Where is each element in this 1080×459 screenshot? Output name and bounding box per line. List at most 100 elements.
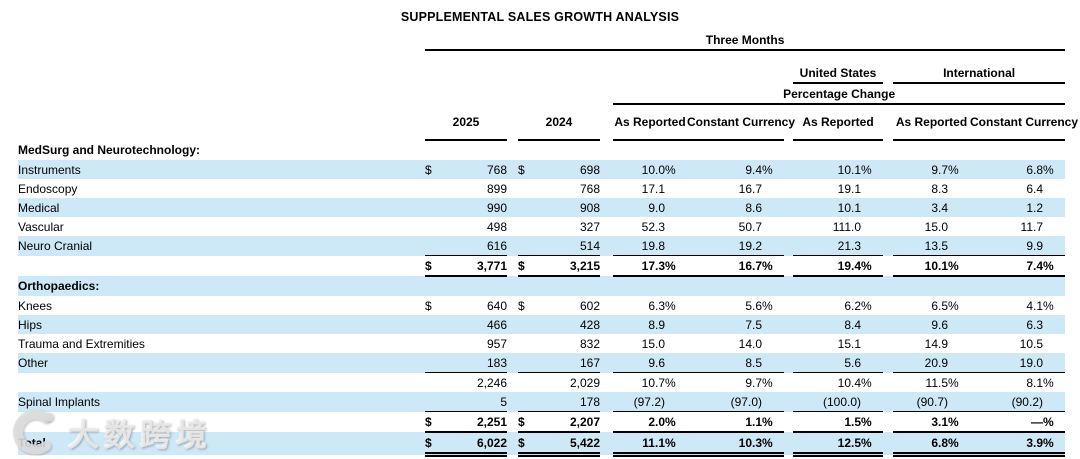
value-2025: 990: [445, 198, 507, 217]
spacer: [883, 236, 893, 256]
value-constant-currency-intl: 6.4: [1026, 181, 1043, 196]
spacer: [600, 296, 613, 315]
dollar-sign-2024: $: [518, 255, 538, 277]
value-2024: 178: [538, 392, 600, 412]
spacer: [507, 412, 518, 433]
pct-sign: %: [762, 375, 773, 390]
spacer: [600, 179, 613, 198]
value-as-reported-us: [793, 140, 861, 160]
dollar-sign-2025: [425, 198, 445, 217]
dollar-sign-2025: $: [425, 255, 445, 277]
table-row: Knees $640 $602 6.3% 5.6% 6.2% 6.5% 4.1%: [18, 296, 1065, 315]
dollar-sign-2025: [425, 236, 445, 256]
column-header-constant-currency-consolidated: Constant Currency: [687, 104, 795, 141]
dollar-sign-2025: $: [425, 298, 432, 313]
spacer: [883, 353, 893, 373]
value-2024: 5,422: [538, 432, 600, 457]
spacer: [883, 412, 893, 433]
dollar-sign-2024: $: [518, 298, 525, 313]
subtotal-row: $2,251 $2,207 2.0% 1.1% 1.5% 3.1% —%: [18, 411, 1066, 433]
dollar-sign-2024: $: [518, 160, 538, 179]
value-constant-currency-consolidated: 5.6: [745, 298, 762, 313]
value-2024: 3,215: [538, 255, 600, 277]
section-header-row: MedSurg and Neurotechnology:: [18, 140, 1065, 160]
value-as-reported-intl: 11.5: [925, 375, 948, 390]
pct-sign: %: [762, 411, 784, 433]
table-row: Other 183 167 9.6 8.5 5.6 20.9 19.0: [18, 353, 1066, 373]
spacer: [883, 198, 893, 217]
spacer: [784, 276, 793, 296]
value-constant-currency-consolidated: 7.5: [687, 315, 762, 334]
value-constant-currency-intl: 4.1: [1026, 298, 1043, 313]
spacer: [784, 217, 793, 236]
value-as-reported-consolidated: 19.8: [613, 236, 665, 256]
pct-sign: [762, 315, 784, 334]
spacer: [600, 353, 613, 373]
empty-cell: [883, 63, 893, 83]
pct-sign: [1043, 334, 1065, 353]
pct-sign: [948, 315, 970, 334]
pct-sign: %: [861, 432, 883, 457]
value-as-reported-intl: 13.5: [893, 236, 948, 256]
value-as-reported-consolidated: [613, 140, 665, 160]
pct-sign: [762, 198, 784, 217]
column-header-2025: 2025: [425, 104, 507, 141]
value-2025: 5: [445, 392, 507, 412]
row-label: Other: [18, 353, 425, 373]
spacer: [600, 256, 613, 277]
value-2024: 768: [579, 181, 600, 196]
value-constant-currency-intl: 3.9: [970, 432, 1043, 457]
spacer: [507, 296, 518, 315]
value-as-reported-us: 10.1: [793, 198, 861, 217]
spacer: [507, 334, 518, 353]
value-2025: [445, 140, 507, 160]
dollar-sign-2025: $: [425, 411, 445, 433]
dollar-sign-2024: $: [518, 432, 538, 457]
value-as-reported-us: 1.5: [793, 411, 861, 433]
value-2024: 167: [538, 353, 600, 373]
pct-sign: [861, 217, 883, 236]
empty-cell: [883, 104, 893, 140]
value-constant-currency-consolidated: 9.4: [687, 160, 762, 179]
dollar-sign-2025: [425, 373, 445, 393]
value-as-reported-intl: [893, 276, 948, 296]
pct-sign: %: [1043, 411, 1066, 433]
pct-sign: [1043, 217, 1065, 236]
table-row: Hips 466 428 8.9 7.5 8.4 9.6 6.3: [18, 315, 1066, 334]
empty-cell: [18, 30, 425, 50]
row-label: [18, 412, 425, 433]
table-row: 2,246 2,029 10.7% 9.7% 10.4% 11.5% 8.1%: [18, 373, 1065, 393]
pct-sign: [762, 353, 784, 373]
value-2025: 6,022: [445, 432, 507, 457]
value-2025: 768: [445, 160, 507, 179]
table-row: Medical 990 908 9.0 8.6 10.1 3.4 1.2: [18, 198, 1066, 217]
spacer: [784, 160, 793, 179]
row-label: Trauma and Extremities: [18, 336, 145, 351]
value-2025: 2,251: [445, 411, 507, 433]
value-constant-currency-intl: 7.4: [970, 255, 1043, 277]
spacer: [883, 392, 893, 412]
dollar-sign-2024: [518, 198, 538, 217]
value-2024: 832: [579, 336, 600, 351]
empty-cell: [613, 63, 793, 83]
sales-growth-table: Three Months United States International…: [18, 30, 1078, 457]
spacer: [784, 373, 793, 393]
value-constant-currency-consolidated: 19.2: [687, 236, 762, 256]
value-as-reported-us: [793, 276, 861, 296]
spacer: [600, 276, 613, 296]
value-as-reported-consolidated: (97.2): [613, 392, 665, 412]
spacer: [507, 236, 518, 256]
value-as-reported-intl: 10.1: [893, 255, 948, 277]
pct-sign: %: [762, 160, 784, 179]
value-as-reported-intl: (90.7): [893, 392, 948, 412]
value-as-reported-consolidated: [613, 276, 665, 296]
spacer: [883, 140, 893, 160]
value-2025: 640: [486, 298, 507, 313]
spacer: [600, 236, 613, 256]
pct-sign: [665, 353, 687, 373]
pct-sign: %: [948, 411, 970, 433]
spacer: [883, 296, 893, 315]
spacer: [507, 353, 518, 373]
row-label: Knees: [18, 298, 53, 313]
dollar-sign-2024: [518, 315, 538, 334]
